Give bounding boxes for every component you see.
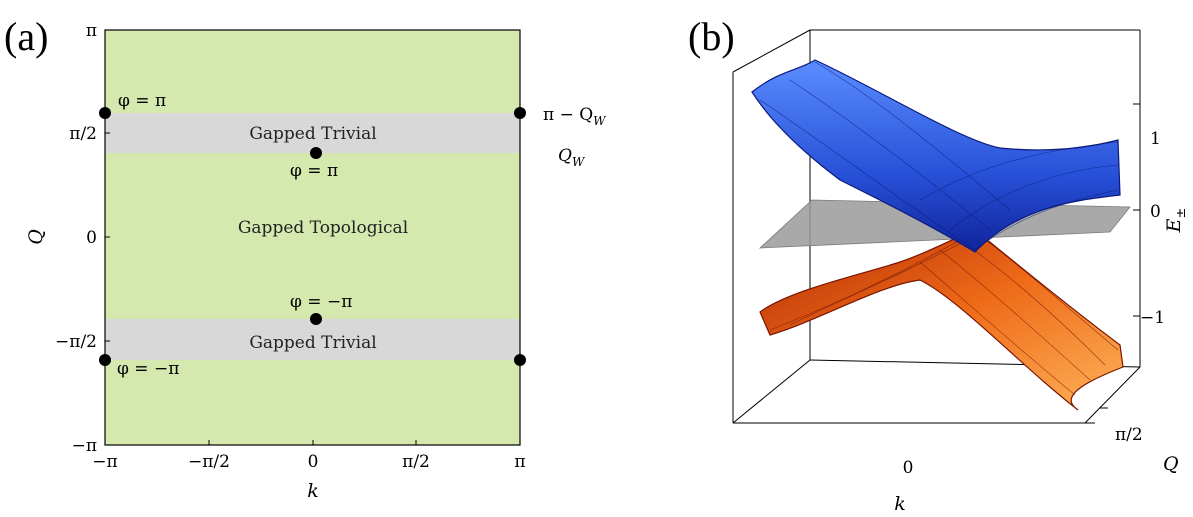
- annotation-qw: QW: [558, 146, 586, 169]
- q-tick-label: π/2: [1115, 425, 1143, 445]
- y-tick-label: −π/2: [55, 332, 97, 352]
- y-ticks-a: [105, 29, 110, 446]
- lower-band-surface: [759, 229, 1124, 411]
- trivial-band-bottom: [105, 319, 520, 360]
- w-subscript: W: [572, 155, 586, 169]
- upper-band-grid: [759, 61, 1119, 251]
- z-tick-label: −1: [1140, 308, 1165, 328]
- x-ticks-a: [104, 440, 521, 445]
- z-ticks-b: [1133, 103, 1140, 317]
- panel-a-label: (a): [4, 14, 48, 59]
- point: [310, 147, 322, 159]
- x-axis-label-a: k: [307, 480, 319, 502]
- point: [99, 107, 111, 119]
- pi-minus-q-text: π − Q: [543, 105, 593, 125]
- z-tick-label: 0: [1150, 202, 1161, 222]
- w-subscript: W: [593, 114, 607, 128]
- point: [310, 313, 322, 325]
- z-axis-label-b: E±: [1163, 208, 1189, 234]
- x-tick-label: −π/2: [188, 452, 230, 472]
- trivial-band-top: [105, 113, 520, 153]
- point: [514, 107, 526, 119]
- annotation-pi-minus-qw: π − QW: [543, 105, 607, 128]
- x-tick-label: 0: [308, 452, 319, 472]
- pm-subscript: ±: [1174, 208, 1189, 219]
- region-label-topological: Gapped Topological: [238, 218, 408, 238]
- lower-band-grid: [769, 231, 1119, 396]
- y-tick-label: π: [86, 21, 97, 41]
- q-axis-label-b: Q: [1163, 453, 1179, 475]
- y-tick-label: 0: [86, 228, 97, 248]
- point: [514, 354, 526, 366]
- y-axis-label-a: Q: [25, 229, 47, 245]
- x-tick-label: −π: [92, 452, 117, 472]
- region-label-trivial-bottom: Gapped Trivial: [249, 333, 376, 353]
- y-tick-label: −π: [72, 436, 97, 456]
- q-text: Q: [558, 146, 572, 166]
- annotation-phi: φ = −π: [117, 359, 179, 379]
- annotation-phi: φ = π: [118, 91, 166, 111]
- x-tick-label: π: [514, 452, 525, 472]
- y-tick-label: π/2: [69, 124, 97, 144]
- k-tick-label: 0: [903, 458, 914, 478]
- annotation-phi: φ = −π: [290, 292, 352, 312]
- upper-band-surface: [751, 59, 1121, 253]
- x-tick-label: π/2: [402, 452, 430, 472]
- topological-region: [105, 30, 520, 445]
- point: [99, 354, 111, 366]
- e-text: E: [1163, 218, 1185, 233]
- k-axis-label-b: k: [894, 493, 906, 515]
- annotation-phi: φ = π: [290, 161, 338, 181]
- panel-b-label: (b): [688, 14, 735, 59]
- z-tick-label: 1: [1150, 129, 1161, 149]
- region-label-trivial-top: Gapped Trivial: [249, 124, 376, 144]
- q-ticks-b: [1085, 407, 1108, 424]
